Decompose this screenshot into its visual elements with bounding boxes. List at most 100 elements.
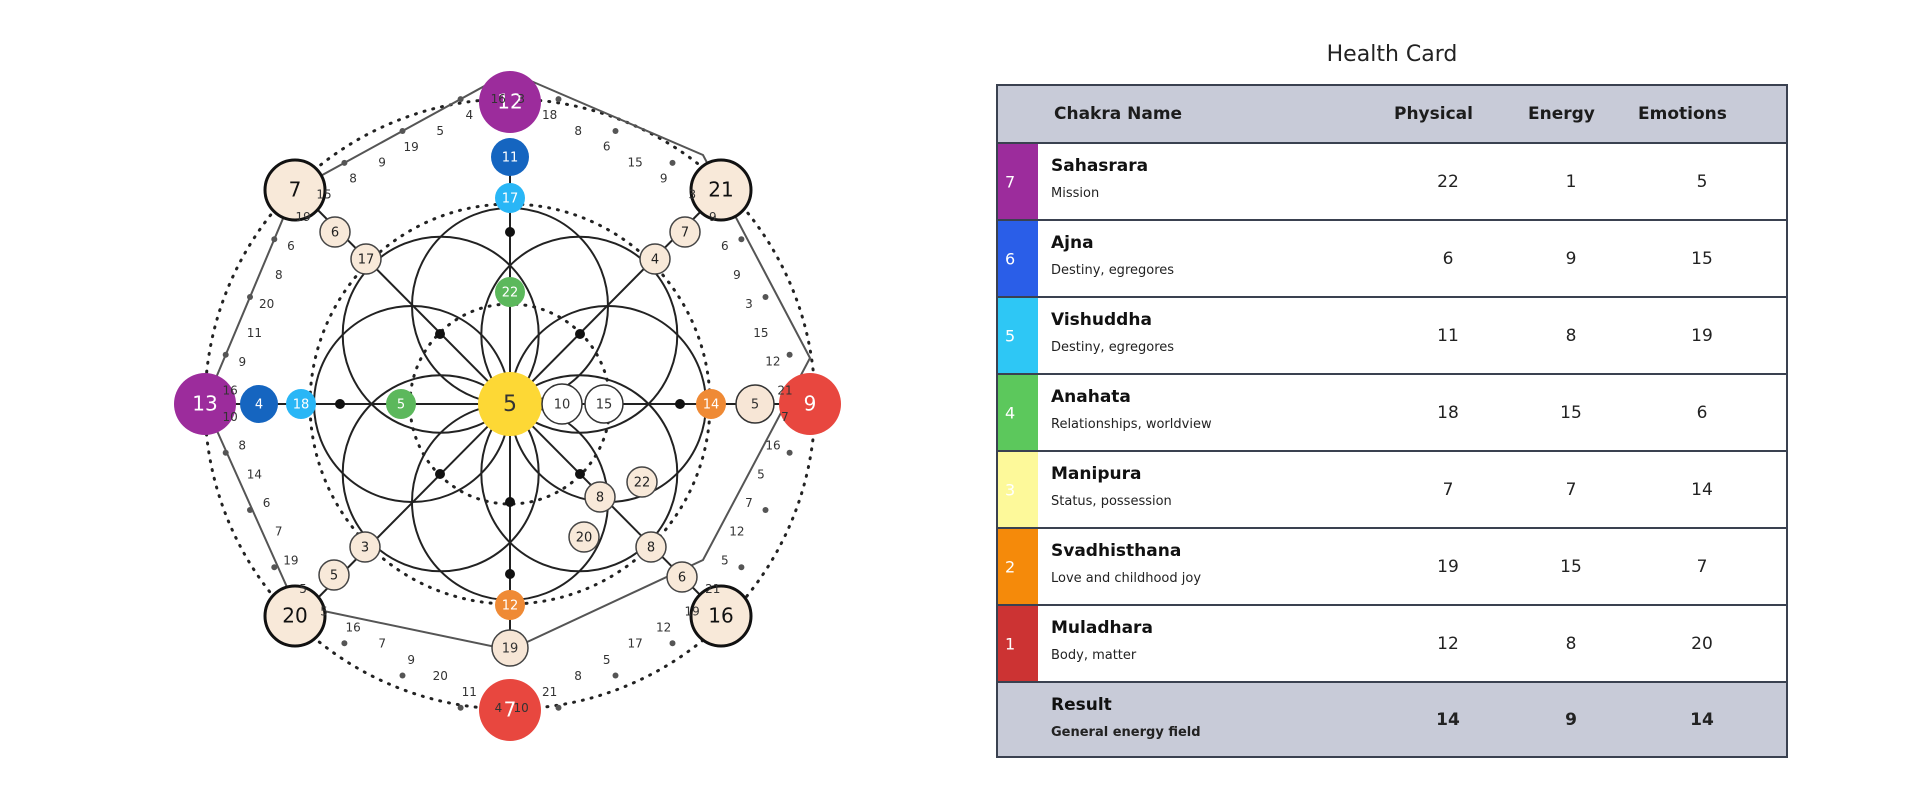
table-row: 2 Svadhisthana Love and childhood joy 19 15 7 xyxy=(998,529,1786,606)
diagonal-node: 5 xyxy=(318,559,350,591)
chakra-description: Destiny, egregores xyxy=(1051,340,1175,355)
chakra-color-stripe: 7 xyxy=(998,144,1038,219)
diagonal-node: 17 xyxy=(350,243,382,275)
chakra-color-stripe: 4 xyxy=(998,375,1038,450)
node-circle xyxy=(491,629,529,667)
node-label: 6 xyxy=(331,226,339,241)
spoke-dot xyxy=(435,329,445,339)
spoke-dot xyxy=(505,569,515,579)
node-label: 8 xyxy=(596,491,604,506)
perimeter-label: 15 xyxy=(316,188,331,202)
physical-value: 22 xyxy=(1437,171,1459,192)
table-row: 7 Sahasrara Mission 22 1 5 xyxy=(998,144,1786,221)
perimeter-label: 9 xyxy=(407,653,415,667)
chakra-color-stripe: 5 xyxy=(998,298,1038,373)
perimeter-label: 12 xyxy=(729,525,744,539)
node-label: 21 xyxy=(708,178,733,202)
physical-value: 7 xyxy=(1442,479,1454,500)
perimeter-tick xyxy=(399,128,406,134)
spoke-dot xyxy=(505,497,515,507)
header-chakra-name: Chakra Name xyxy=(1054,104,1183,124)
node-label: 20 xyxy=(576,531,593,546)
perimeter-label: 6 xyxy=(603,140,611,154)
node-label: 7 xyxy=(289,178,302,202)
perimeter-label: 19 xyxy=(404,140,419,154)
perimeter-tick xyxy=(341,159,348,166)
node-label: 22 xyxy=(502,286,519,301)
perimeter-label: 8 xyxy=(238,439,246,453)
energy-value: 1 xyxy=(1565,171,1577,192)
perimeter-label: 18 xyxy=(542,108,557,122)
node-circle xyxy=(495,277,525,307)
perimeter-label: 5 xyxy=(436,124,444,138)
perimeter-tick xyxy=(669,640,676,647)
table-row: 5 Vishuddha Destiny, egregores 11 8 19 xyxy=(998,298,1786,375)
energy-value: 9 xyxy=(1565,248,1577,269)
chakra-number: 2 xyxy=(1005,557,1016,576)
horizontal-chain-node: 14 xyxy=(696,389,726,419)
energy-value: 9 xyxy=(1565,709,1577,730)
node-label: 16 xyxy=(708,604,733,628)
horizontal-chain-node: 15 xyxy=(584,384,624,424)
perimeter-tick xyxy=(247,507,253,513)
chakra-description: Mission xyxy=(1051,186,1100,201)
physical-value: 19 xyxy=(1437,556,1459,577)
emotions-value: 19 xyxy=(1691,325,1713,346)
perimeter-label: 8 xyxy=(349,172,357,186)
perimeter-tick xyxy=(271,564,278,571)
header-emotions: Emotions xyxy=(1638,104,1727,124)
perimeter-label: 19 xyxy=(295,210,310,224)
corner-node: 20 xyxy=(263,584,327,648)
physical-value: 11 xyxy=(1437,325,1459,346)
energy-value: 7 xyxy=(1565,479,1577,500)
horizontal-chain-node: 5 xyxy=(386,389,416,419)
emotions-value: 7 xyxy=(1696,556,1708,577)
corner-node: 16 xyxy=(689,584,753,648)
perimeter-label: 5 xyxy=(299,582,307,596)
node-label: 12 xyxy=(497,90,522,114)
center-node: 5 xyxy=(478,372,542,436)
node-label: 15 xyxy=(596,398,613,413)
corner-node: 21 xyxy=(689,158,753,222)
spoke-dot xyxy=(505,227,515,237)
perimeter-label: 5 xyxy=(603,653,611,667)
perimeter-label: 19 xyxy=(685,605,700,619)
spoke-dot xyxy=(575,329,585,339)
node-circle xyxy=(350,243,382,275)
table-header: Chakra Name Physical Energy Emotions xyxy=(998,86,1786,144)
node-circle xyxy=(318,559,350,591)
node-circle xyxy=(319,216,351,248)
perimeter-tick xyxy=(222,351,229,358)
node-circle xyxy=(689,584,753,648)
perimeter-label: 20 xyxy=(259,297,274,311)
emotions-value: 14 xyxy=(1691,479,1713,500)
perimeter-label: 14 xyxy=(247,467,262,481)
perimeter-label: 9 xyxy=(378,156,386,170)
perimeter-tick xyxy=(457,704,464,711)
node-circle xyxy=(286,389,316,419)
horizontal-chain-node: 5 xyxy=(735,384,775,424)
node-label: 5 xyxy=(751,398,759,413)
node-label: 14 xyxy=(703,398,720,413)
perimeter-tick xyxy=(669,159,676,166)
health-card-title: Health Card xyxy=(1326,42,1458,67)
emotions-value: 5 xyxy=(1696,171,1708,192)
chakra-description: Status, possession xyxy=(1051,494,1172,509)
diagonal-node: 22 xyxy=(626,466,658,498)
perimeter-label: 21 xyxy=(777,384,792,398)
horizontal-chain-node: 4 xyxy=(240,385,278,423)
perimeter-label: 8 xyxy=(275,268,283,282)
diagonal-node: 6 xyxy=(319,216,351,248)
diagonal-node: 8 xyxy=(635,531,667,563)
chakra-description: Love and childhood joy xyxy=(1051,571,1202,586)
node-circle xyxy=(626,466,658,498)
perimeter-tick xyxy=(399,672,406,679)
node-label: 20 xyxy=(282,604,307,628)
perimeter-label: 4 xyxy=(465,108,473,122)
node-circle xyxy=(735,384,775,424)
node-circle xyxy=(669,216,701,248)
node-label: 11 xyxy=(502,151,519,166)
perimeter-label: 21 xyxy=(705,582,720,596)
chakra-color-stripe: 2 xyxy=(998,529,1038,604)
